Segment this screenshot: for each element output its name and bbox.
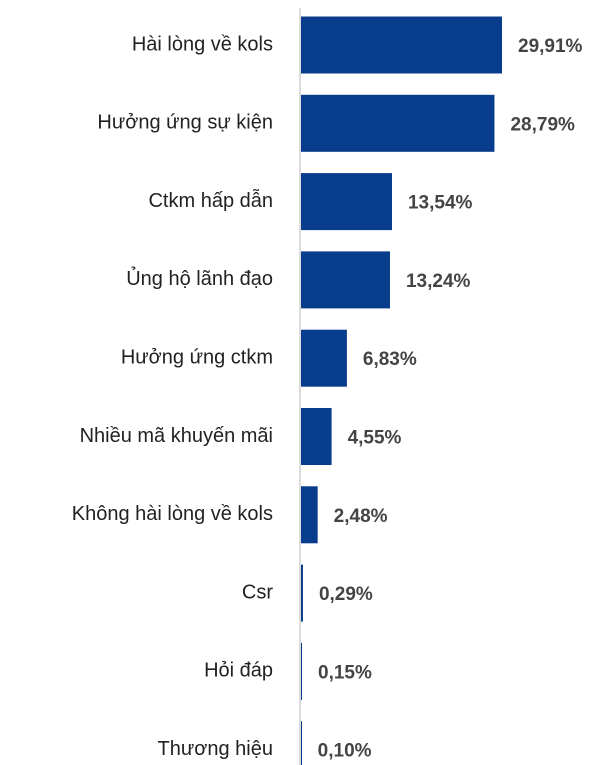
category-label: Ủng hộ lãnh đạo: [126, 266, 273, 290]
category-label: Không hài lòng về kols: [72, 503, 273, 525]
bar: [301, 408, 332, 465]
bar: [301, 173, 392, 231]
category-label: Thương hiệu: [158, 738, 273, 760]
category-label: Ctkm hấp dẫn: [148, 189, 273, 212]
bar: [301, 329, 347, 387]
bar: [301, 721, 302, 765]
bar: [301, 486, 318, 544]
category-label: Hưởng ứng sự kiện: [97, 112, 273, 134]
value-label: 0,15%: [318, 662, 372, 683]
value-label: 0,29%: [319, 584, 373, 605]
category-label: Nhiều mã khuyến mãi: [80, 425, 273, 447]
value-label: 2,48%: [334, 506, 388, 527]
category-label: Csr: [242, 581, 273, 603]
value-label: 0,10%: [318, 741, 372, 762]
value-label: 6,83%: [363, 349, 417, 370]
bar: [301, 94, 495, 152]
category-label: Hưởng ứng ctkm: [121, 346, 273, 368]
value-label: 13,24%: [406, 271, 471, 292]
value-label: 28,79%: [510, 114, 575, 135]
value-label: 4,55%: [348, 428, 402, 449]
bar: [301, 16, 502, 74]
bar: [301, 642, 303, 700]
value-label: 29,91%: [518, 36, 583, 57]
category-label: Hài lòng về kols: [132, 33, 273, 55]
bar: [301, 251, 390, 309]
value-label: 13,54%: [408, 193, 473, 214]
category-label: Hỏi đáp: [204, 660, 273, 682]
bar: [301, 564, 303, 622]
